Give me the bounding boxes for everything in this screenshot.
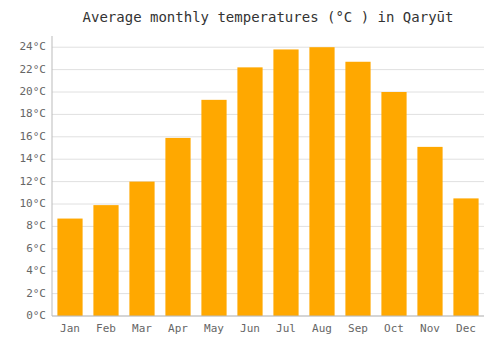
bar <box>345 62 370 316</box>
x-tick-label: Feb <box>96 322 116 335</box>
y-tick-label: 14°C <box>20 152 47 165</box>
y-tick-label: 24°C <box>20 40 47 53</box>
y-tick-label: 18°C <box>20 107 47 120</box>
grid-line <box>52 69 484 70</box>
y-tick-label: 4°C <box>26 264 46 277</box>
y-tick-label: 8°C <box>26 219 46 232</box>
y-axis: 0°C 2°C 4°C 6°C 8°C 10°C 12°C 14°C 16°C 18°C 20°C 2… <box>20 36 53 322</box>
x-axis: Jan Feb Mar Apr May Jun Jul Aug Sep Oct Nov Dec <box>52 316 484 335</box>
bar <box>201 100 226 316</box>
bar <box>309 47 334 316</box>
y-tick-label: 2°C <box>26 287 46 300</box>
x-tick-label: Dec <box>456 322 476 335</box>
bar <box>237 67 262 316</box>
title: Average monthly temperatures (°C ) in Qa… <box>83 9 454 25</box>
y-tick-label: 10°C <box>20 197 47 210</box>
bar <box>93 205 118 316</box>
bar <box>381 92 406 316</box>
bar <box>129 182 154 316</box>
y-tick-label: 0°C <box>26 309 46 322</box>
bar <box>417 147 442 316</box>
bar <box>57 219 82 316</box>
y-axis-line <box>52 36 53 316</box>
y-tick-label: 22°C <box>20 63 47 76</box>
x-tick-label: Mar <box>132 322 152 335</box>
chart: Average monthly temperatures (°C ) in Qa… <box>0 0 500 350</box>
x-tick-label: Apr <box>168 322 188 335</box>
x-tick-label: Jul <box>276 322 296 335</box>
x-axis-line <box>52 316 484 317</box>
chart-container: Average monthly temperatures (°C ) in Qa… <box>0 0 500 350</box>
x-tick-label: Nov <box>420 322 440 335</box>
x-tick-label: May <box>204 322 224 335</box>
x-tick-label: Jun <box>240 322 260 335</box>
grid <box>52 47 484 316</box>
y-tick-label: 20°C <box>20 85 47 98</box>
x-tick-label: Aug <box>312 322 332 335</box>
bar <box>165 138 190 316</box>
bar <box>273 49 298 316</box>
bars <box>57 47 478 316</box>
grid-line <box>52 136 484 137</box>
x-tick-label: Jan <box>60 322 80 335</box>
x-tick-label: Oct <box>384 322 404 335</box>
y-tick-label: 6°C <box>26 242 46 255</box>
y-tick-label: 16°C <box>20 130 47 143</box>
grid-line <box>52 92 484 93</box>
grid-line <box>52 114 484 115</box>
y-tick-label: 12°C <box>20 175 47 188</box>
grid-line <box>52 47 484 48</box>
x-tick-label: Sep <box>348 322 368 335</box>
bar <box>453 198 478 316</box>
grid-line <box>52 316 484 317</box>
